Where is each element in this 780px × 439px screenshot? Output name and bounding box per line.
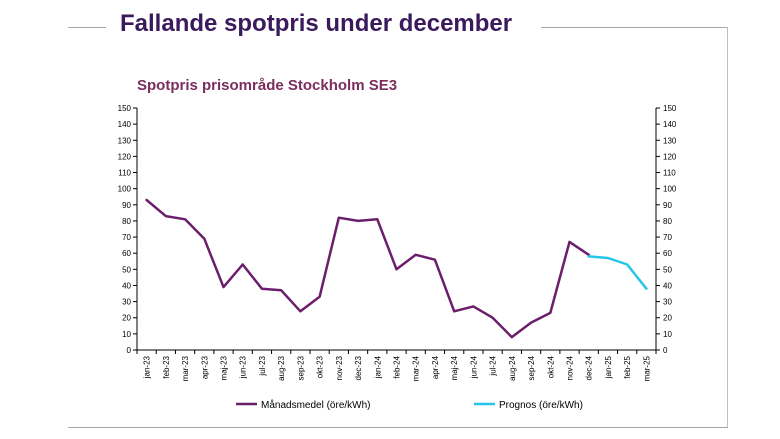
- x-tick-label: mar-24: [412, 355, 421, 381]
- y-tick-label-right: 10: [663, 330, 672, 339]
- y-tick-label-right: 140: [663, 120, 677, 129]
- x-tick-label: dec-24: [585, 355, 594, 380]
- y-tick-label-right: 70: [663, 233, 672, 242]
- x-tick-label: aug-23: [277, 355, 286, 380]
- y-tick-label-left: 50: [122, 265, 131, 274]
- y-tick-label-right: 30: [663, 298, 672, 307]
- x-tick-label: maj-24: [450, 355, 459, 380]
- y-tick-label-right: 60: [663, 249, 672, 258]
- x-tick-label: jan-23: [143, 355, 152, 379]
- series-line-1: [145, 198, 590, 339]
- chart-axes: 0 0 10 10 20 20 30 30 40 40 50 50 60 60 70 70 80 80 90 90 10…: [118, 104, 677, 381]
- x-tick-label: okt-24: [546, 355, 555, 378]
- x-tick-label: dec-23: [354, 355, 363, 380]
- y-tick-label-right: 40: [663, 281, 672, 290]
- y-tick-label-left: 140: [118, 120, 132, 129]
- title-divider-left: [68, 27, 106, 28]
- y-tick-label-right: 50: [663, 265, 672, 274]
- y-tick-label-left: 80: [122, 217, 131, 226]
- y-tick-label-left: 130: [118, 136, 132, 145]
- chart-series: [145, 198, 648, 339]
- x-tick-label: feb-23: [162, 355, 171, 378]
- y-tick-label-left: 120: [118, 152, 132, 161]
- y-tick-label-right: 120: [663, 152, 677, 161]
- frame-right-border: [727, 27, 728, 427]
- chart-legend: Månadsmedel (öre/kWh) Prognos (öre/kWh): [236, 399, 583, 411]
- legend-label: Prognos (öre/kWh): [499, 400, 583, 411]
- y-tick-label-left: 60: [122, 249, 131, 258]
- x-tick-label: jun-23: [239, 355, 248, 379]
- x-tick-label: jun-24: [469, 355, 478, 379]
- x-tick-label: feb-25: [623, 355, 632, 378]
- y-tick-label-left: 40: [122, 281, 131, 290]
- x-tick-label: jul-24: [489, 355, 498, 376]
- y-tick-label-right: 80: [663, 217, 672, 226]
- title-divider-right: [541, 27, 728, 28]
- x-tick-label: okt-23: [316, 355, 325, 378]
- y-tick-label-left: 110: [118, 169, 131, 178]
- x-tick-label: mar-23: [181, 355, 190, 381]
- y-tick-label-right: 90: [663, 201, 672, 210]
- series-line-2: [587, 255, 648, 290]
- x-tick-label: sep-23: [296, 355, 305, 380]
- y-tick-label-left: 70: [122, 233, 131, 242]
- y-tick-label-right: 150: [663, 104, 677, 113]
- x-tick-label: jan-25: [604, 355, 613, 379]
- chart-title: Spotpris prisområde Stockholm SE3: [137, 77, 398, 94]
- y-tick-label-left: 150: [118, 104, 132, 113]
- y-tick-label-left: 90: [122, 201, 131, 210]
- title-row: Fallande spotpris under december: [0, 0, 780, 50]
- x-tick-label: jul-23: [258, 355, 267, 376]
- legend-label: Månadsmedel (öre/kWh): [261, 399, 370, 411]
- x-tick-label: nov-23: [335, 355, 344, 380]
- x-tick-label: mar-25: [642, 355, 651, 381]
- x-tick-label: sep-24: [527, 355, 536, 380]
- x-tick-label: apr-24: [431, 355, 440, 379]
- y-tick-label-left: 0: [127, 346, 132, 355]
- y-tick-label-left: 10: [122, 330, 131, 339]
- y-tick-label-left: 20: [122, 314, 131, 323]
- x-tick-label: jan-24: [373, 355, 382, 379]
- x-tick-label: maj-23: [220, 355, 229, 380]
- y-tick-label-right: 130: [663, 136, 677, 145]
- y-tick-label-right: 20: [663, 314, 672, 323]
- x-tick-label: nov-24: [566, 355, 575, 380]
- frame-bottom-border: [68, 427, 728, 428]
- y-tick-label-left: 30: [122, 298, 131, 307]
- y-tick-label-right: 100: [663, 185, 677, 194]
- y-tick-label-left: 100: [118, 185, 132, 194]
- x-tick-label: aug-24: [508, 355, 517, 380]
- y-tick-label-right: 0: [663, 346, 668, 355]
- x-tick-label: feb-24: [393, 355, 402, 378]
- y-tick-label-right: 110: [663, 169, 676, 178]
- page-title: Fallande spotpris under december: [120, 10, 513, 37]
- x-tick-label: apr-23: [200, 355, 209, 379]
